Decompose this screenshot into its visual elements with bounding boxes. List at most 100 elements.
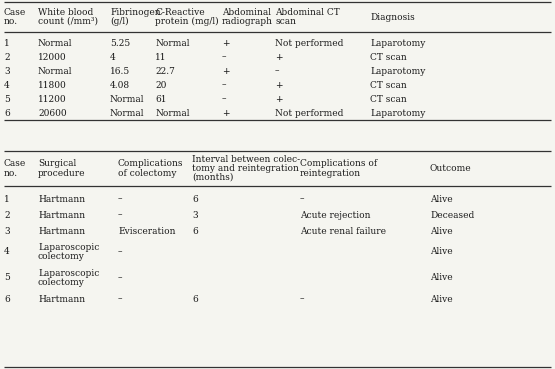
Text: count (/mm³): count (/mm³): [38, 17, 98, 26]
Text: Normal: Normal: [38, 38, 73, 48]
Text: Abdominal CT: Abdominal CT: [275, 8, 340, 17]
Text: Case: Case: [4, 159, 26, 169]
Text: –: –: [222, 80, 226, 90]
Text: +: +: [222, 66, 230, 76]
Text: C-Reactive: C-Reactive: [155, 8, 205, 17]
Text: +: +: [222, 108, 230, 117]
Text: –: –: [222, 52, 226, 62]
Text: –: –: [118, 273, 123, 283]
Text: 3: 3: [4, 66, 9, 76]
Text: –: –: [300, 294, 305, 303]
Text: Laparotomy: Laparotomy: [370, 108, 425, 117]
Text: Interval between colec-: Interval between colec-: [192, 155, 300, 164]
Text: Normal: Normal: [155, 108, 189, 117]
Text: –: –: [118, 210, 123, 220]
Text: Laparotomy: Laparotomy: [370, 38, 425, 48]
Text: Laparoscopic: Laparoscopic: [38, 269, 99, 278]
Text: no.: no.: [4, 17, 18, 26]
Text: Deceased: Deceased: [430, 210, 475, 220]
Text: (months): (months): [192, 173, 233, 182]
Text: Evisceration: Evisceration: [118, 227, 175, 235]
Text: Hartmann: Hartmann: [38, 194, 85, 203]
Text: Acute renal failure: Acute renal failure: [300, 227, 386, 235]
Text: Diagnosis: Diagnosis: [370, 13, 415, 21]
Text: +: +: [275, 94, 282, 103]
Text: reintegration: reintegration: [300, 169, 361, 177]
Text: Complications of: Complications of: [300, 159, 377, 169]
Text: tomy and reintegration: tomy and reintegration: [192, 164, 299, 173]
Text: 5: 5: [4, 94, 10, 103]
Text: Alive: Alive: [430, 294, 453, 303]
Text: colectomy: colectomy: [38, 278, 85, 287]
Text: protein (mg/l): protein (mg/l): [155, 17, 219, 26]
Text: 6: 6: [192, 294, 198, 303]
Text: 5.25: 5.25: [110, 38, 130, 48]
Text: Not performed: Not performed: [275, 38, 344, 48]
Text: scan: scan: [275, 17, 296, 26]
Text: Alive: Alive: [430, 194, 453, 203]
Text: of colectomy: of colectomy: [118, 169, 176, 177]
Text: 11: 11: [155, 52, 166, 62]
Text: Hartmann: Hartmann: [38, 294, 85, 303]
Text: 2: 2: [4, 210, 9, 220]
Text: Outcome: Outcome: [430, 164, 472, 173]
Text: radiograph: radiograph: [222, 17, 273, 26]
Text: Alive: Alive: [430, 227, 453, 235]
Text: –: –: [275, 66, 280, 76]
Text: (g/l): (g/l): [110, 17, 129, 26]
Text: Laparotomy: Laparotomy: [370, 66, 425, 76]
Text: –: –: [222, 94, 226, 103]
Text: CT scan: CT scan: [370, 80, 407, 90]
Text: +: +: [222, 38, 230, 48]
Text: colectomy: colectomy: [38, 252, 85, 261]
Text: 22.7: 22.7: [155, 66, 175, 76]
Text: 3: 3: [4, 227, 9, 235]
Text: Alive: Alive: [430, 248, 453, 256]
Text: +: +: [275, 52, 282, 62]
Text: 1: 1: [4, 38, 10, 48]
Text: Hartmann: Hartmann: [38, 227, 85, 235]
Text: Normal: Normal: [38, 66, 73, 76]
Text: White blood: White blood: [38, 8, 93, 17]
Text: Abdominal: Abdominal: [222, 8, 271, 17]
Text: –: –: [118, 194, 123, 203]
Text: 4: 4: [4, 80, 10, 90]
Text: 6: 6: [192, 194, 198, 203]
Text: Normal: Normal: [110, 94, 144, 103]
Text: 6: 6: [4, 108, 10, 117]
Text: –: –: [118, 248, 123, 256]
Text: Surgical: Surgical: [38, 159, 76, 169]
Text: 4.08: 4.08: [110, 80, 130, 90]
Text: Acute rejection: Acute rejection: [300, 210, 371, 220]
Text: procedure: procedure: [38, 169, 85, 177]
Text: –: –: [300, 194, 305, 203]
Text: 11800: 11800: [38, 80, 67, 90]
Text: 20: 20: [155, 80, 166, 90]
Text: 20600: 20600: [38, 108, 67, 117]
Text: Laparoscopic: Laparoscopic: [38, 243, 99, 252]
Text: –: –: [118, 294, 123, 303]
Text: 5: 5: [4, 273, 10, 283]
Text: 11200: 11200: [38, 94, 67, 103]
Text: 6: 6: [192, 227, 198, 235]
Text: 6: 6: [4, 294, 10, 303]
Text: 12000: 12000: [38, 52, 67, 62]
Text: Fibrinogen: Fibrinogen: [110, 8, 160, 17]
Text: no.: no.: [4, 169, 18, 177]
Text: +: +: [275, 80, 282, 90]
Text: Normal: Normal: [110, 108, 144, 117]
Text: 4: 4: [4, 248, 10, 256]
Text: 4: 4: [110, 52, 116, 62]
Text: Not performed: Not performed: [275, 108, 344, 117]
Text: CT scan: CT scan: [370, 52, 407, 62]
Text: Hartmann: Hartmann: [38, 210, 85, 220]
Text: Case: Case: [4, 8, 26, 17]
Text: CT scan: CT scan: [370, 94, 407, 103]
Text: 2: 2: [4, 52, 9, 62]
Text: 16.5: 16.5: [110, 66, 130, 76]
Text: Complications: Complications: [118, 159, 184, 169]
Text: Normal: Normal: [155, 38, 189, 48]
Text: 1: 1: [4, 194, 10, 203]
Text: Alive: Alive: [430, 273, 453, 283]
Text: 3: 3: [192, 210, 198, 220]
